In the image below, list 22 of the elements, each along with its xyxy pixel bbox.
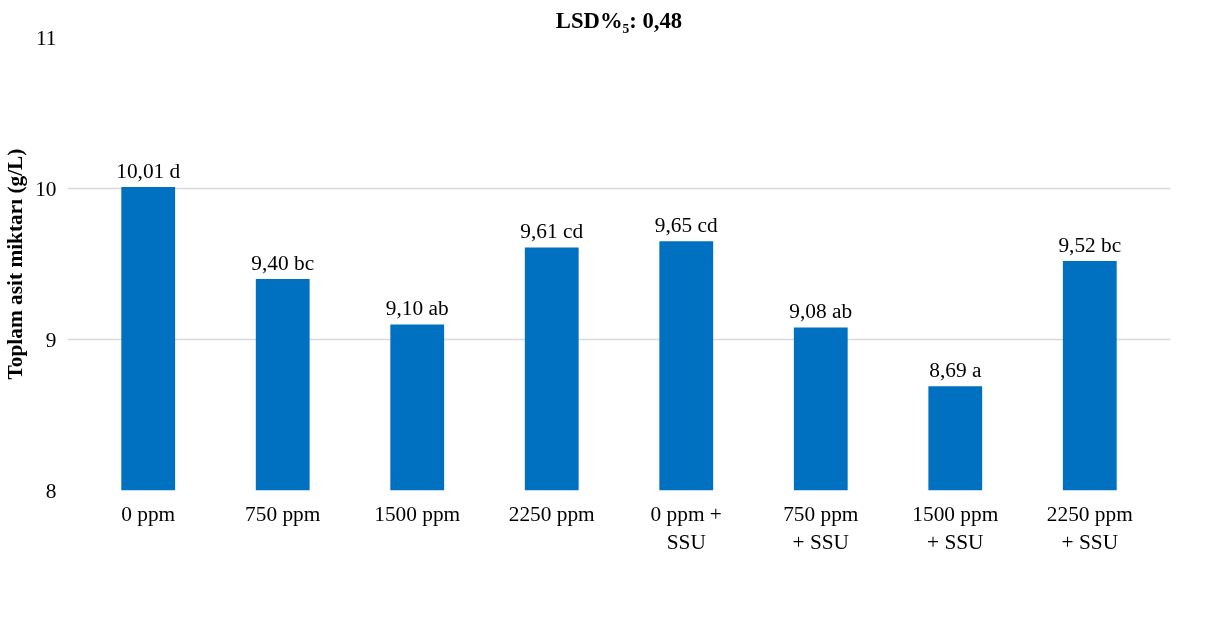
data-label: 9,65 cd — [654, 213, 718, 238]
data-label: 9,52 bc — [1058, 232, 1122, 257]
x-tick-label: 1500 ppm — [374, 501, 461, 526]
x-tick-label: 0 ppm — [121, 501, 176, 526]
chart-title: LSD%₅: 0,48 — [555, 7, 683, 33]
y-tick-label: 9 — [45, 327, 57, 352]
data-label: 8,69 a — [929, 358, 982, 383]
data-label: 9,40 bc — [251, 251, 315, 276]
data-label: 9,61 cd — [520, 219, 584, 244]
y-tick-label: 8 — [45, 478, 57, 503]
y-tick-label: 11 — [35, 25, 57, 50]
x-tick-label: 2250 ppm + SSU — [1046, 501, 1134, 555]
x-tick-label: 750 ppm + SSU — [783, 501, 859, 555]
x-tick-label: 2250 ppm — [508, 501, 596, 526]
x-tick-label: 750 ppm — [245, 501, 321, 526]
x-tick-label: 1500 ppm + SSU — [912, 501, 999, 555]
x-tick-label: 0 ppm + SSU — [650, 501, 722, 555]
y-tick-label: 10 — [35, 176, 57, 201]
data-label: 9,10 ab — [385, 296, 449, 321]
data-label: 10,01 d — [116, 158, 181, 183]
y-axis-title: Toplam asit miktarı (g/L) — [3, 148, 28, 380]
data-label: 9,08 ab — [789, 299, 853, 324]
